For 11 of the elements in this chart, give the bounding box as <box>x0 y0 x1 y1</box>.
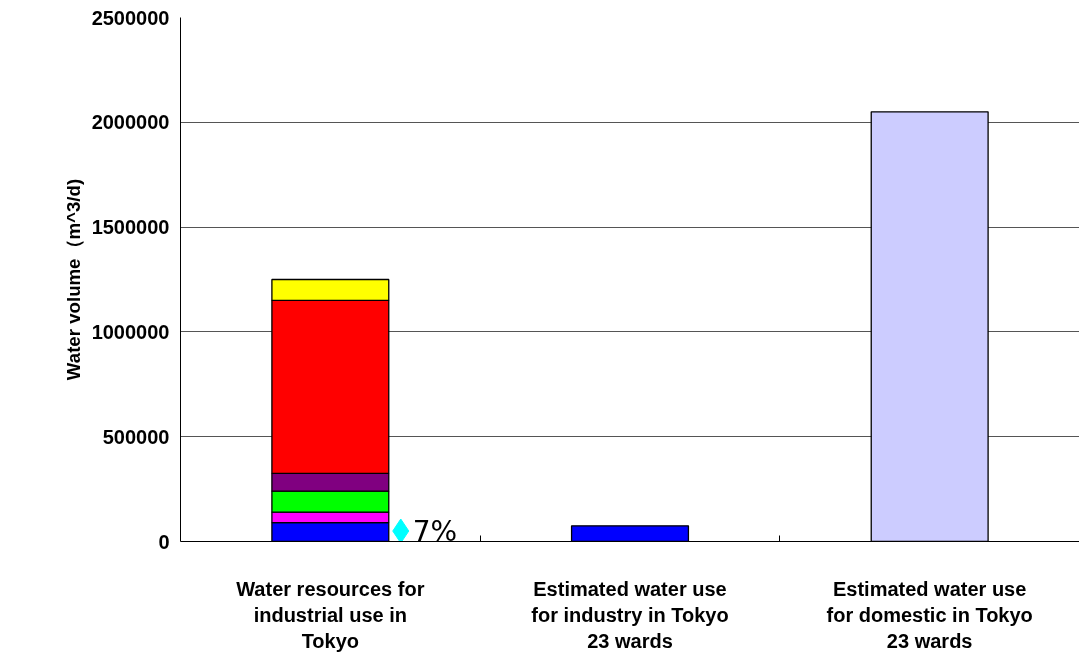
y-axis-title: Water volume（m^3/d) <box>62 178 84 381</box>
x-tick-label: Water resources for industrial use in Tokyo <box>236 577 425 653</box>
y-tick-label: 2500000 <box>91 6 170 29</box>
y-tick-label: 500000 <box>102 425 170 448</box>
y-tick-label: 1000000 <box>91 320 170 343</box>
x-tick-label: Estimated water use for domestic in Tokyo 23 wards <box>826 577 1033 653</box>
y-tick-label: 1500000 <box>91 216 170 239</box>
x-tick-label: Estimated water use for industry in Tokyo 23 wards <box>531 577 729 653</box>
y-tick-label: 2000000 <box>91 111 170 134</box>
y-tick-label: 0 <box>158 530 170 553</box>
annotation: 7% <box>412 514 458 548</box>
